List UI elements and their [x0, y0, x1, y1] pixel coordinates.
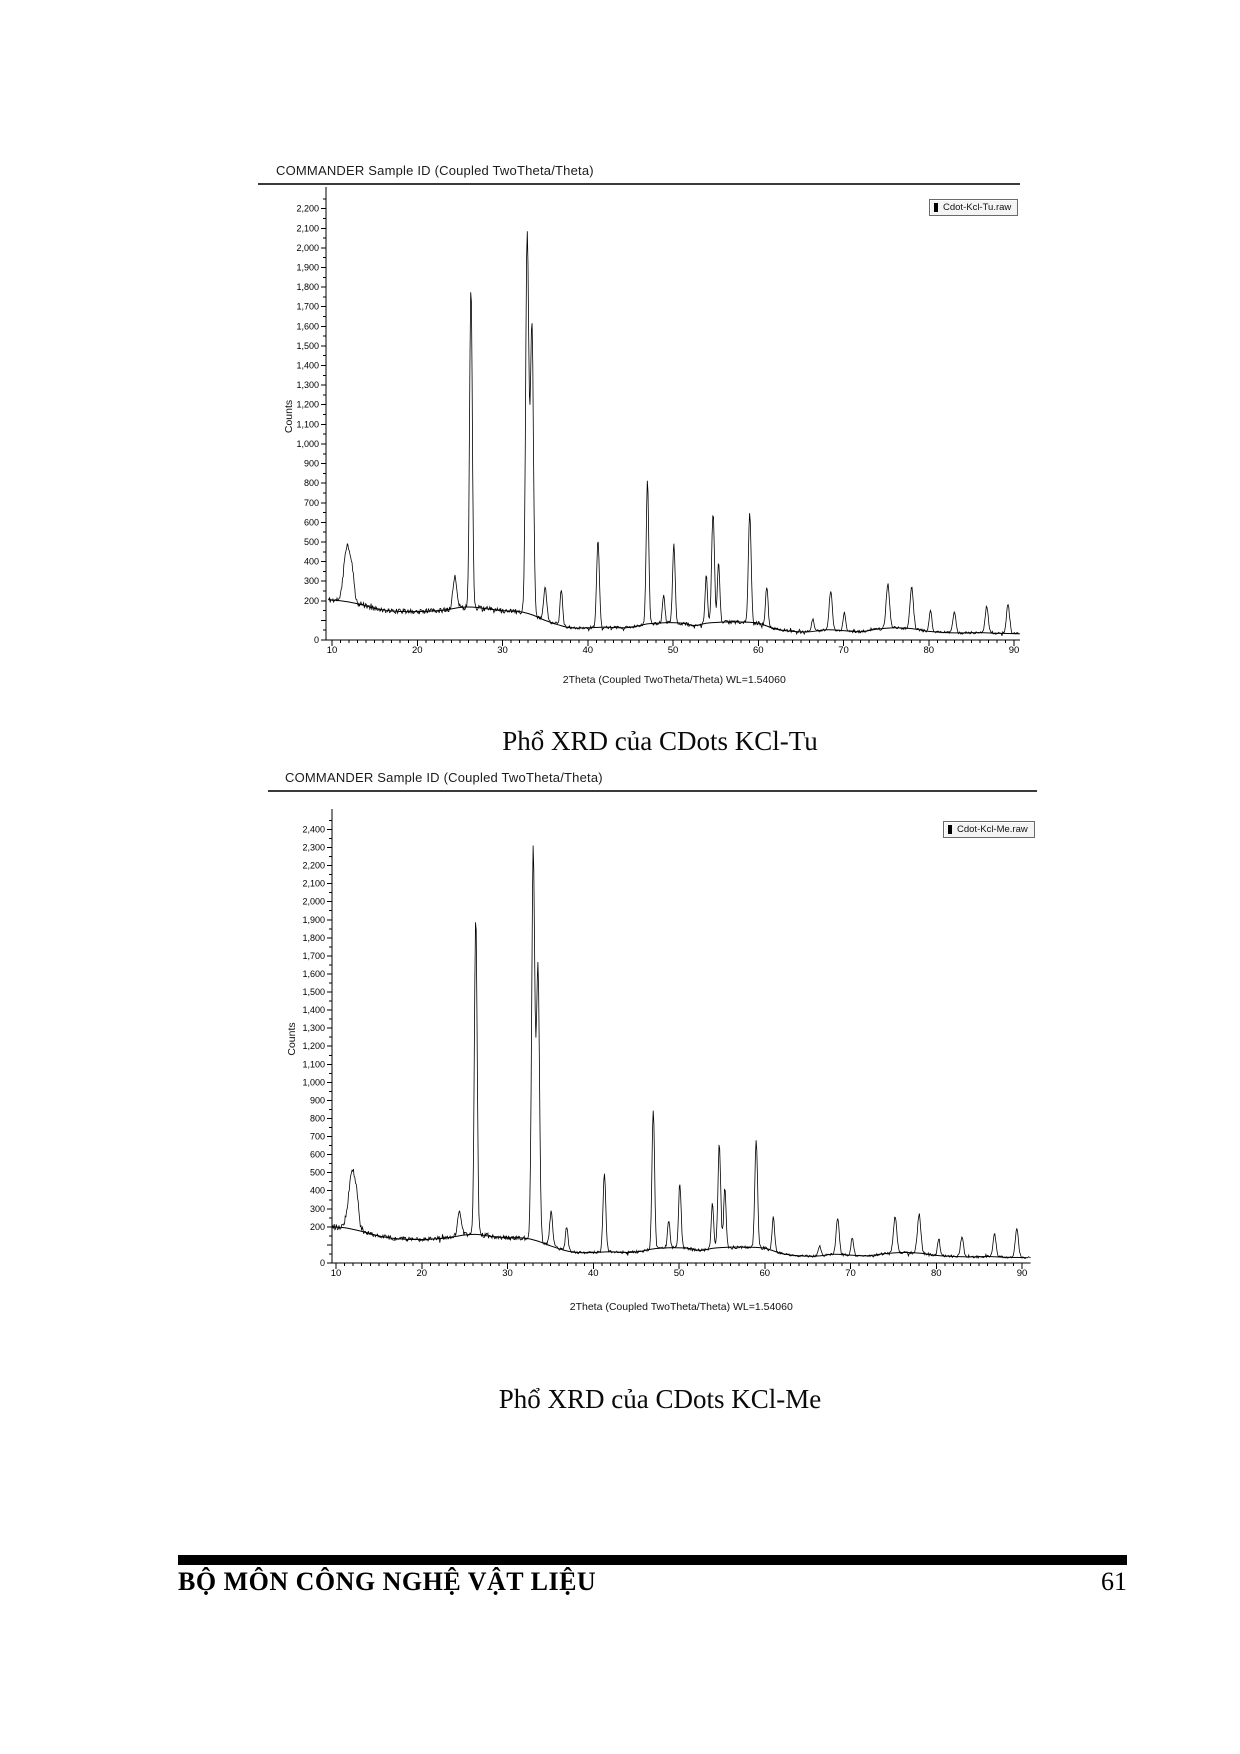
- background-curve: [328, 599, 1019, 635]
- x-axis-tick-label: 10: [331, 1268, 342, 1279]
- y-axis-tick-label: 1,400: [296, 361, 319, 371]
- x-axis-tick-label: 70: [838, 645, 849, 656]
- x-axis-tick-label: 90: [1009, 645, 1020, 656]
- y-axis-tick-label: 1,900: [302, 915, 325, 925]
- legend-label: Cdot-Kcl-Tu.raw: [943, 202, 1012, 213]
- series-marker-icon: [948, 825, 952, 834]
- figure-caption-kcl-tu: Phổ XRD của CDots KCl-Tu: [502, 726, 818, 756]
- x-axis-tick-label: 70: [845, 1268, 856, 1279]
- y-axis-tick-label: 2,000: [296, 243, 319, 253]
- xrd-trace: [331, 845, 1031, 1259]
- x-axis-tick-label: 10: [327, 645, 338, 656]
- xrd-figure-kcl-tu: COMMANDER Sample ID (Coupled TwoTheta/Th…: [258, 163, 1020, 693]
- figure-caption-kcl-me: Phổ XRD của CDots KCl-Me: [498, 1384, 822, 1414]
- x-axis-tick-label: 60: [760, 1268, 771, 1279]
- footer-rule: [178, 1555, 1127, 1565]
- y-axis-tick-label: 1,100: [302, 1059, 325, 1069]
- y-axis-tick-label: 2,000: [302, 897, 325, 907]
- y-axis-tick-label: 800: [304, 478, 319, 488]
- y-axis-tick-label: 600: [310, 1150, 325, 1160]
- y-axis-tick-label: 1,300: [296, 380, 319, 390]
- y-axis-tick-label: 1,900: [296, 263, 319, 273]
- legend-box: Cdot-Kcl-Me.raw: [943, 821, 1035, 838]
- x-axis-tick-label: 60: [753, 645, 764, 656]
- x-axis-title: 2Theta (Coupled TwoTheta/Theta) WL=1.540…: [563, 674, 786, 686]
- y-axis-tick-label: 700: [310, 1132, 325, 1142]
- xrd-plot-kcl-me: 0 200 300 400 500 600 700 800 900 1,000 1,100 1,200…: [286, 809, 1031, 1313]
- y-axis-tick-label: 900: [304, 459, 319, 469]
- x-axis-tick-label: 30: [502, 1268, 513, 1279]
- y-axis-tick-label: 200: [304, 596, 319, 606]
- y-axis-title: Counts: [286, 1022, 298, 1055]
- x-axis-tick-label: 20: [417, 1268, 428, 1279]
- y-axis-tick-label: 1,800: [302, 933, 325, 943]
- y-axis-ticks: 0 200 300 400 500 600 700 800 900 1,000 1,100 1,200…: [302, 819, 332, 1268]
- x-axis-tick-label: 90: [1017, 1268, 1028, 1279]
- y-axis-tick-label: 500: [310, 1168, 325, 1178]
- y-axis-tick-label: 800: [310, 1114, 325, 1124]
- y-axis-tick-label: 0: [320, 1258, 325, 1268]
- x-axis-tick-label: 40: [583, 645, 594, 656]
- x-axis-tick-label: 40: [588, 1268, 599, 1279]
- y-axis-tick-label: 1,000: [302, 1077, 325, 1087]
- y-axis-tick-label: 300: [310, 1204, 325, 1214]
- y-axis-tick-label: 400: [310, 1186, 325, 1196]
- y-axis-ticks: 0 200 300 400 500 600 700 800 900 1,000 1,100 1,200…: [296, 198, 326, 645]
- x-axis-tick-label: 20: [412, 645, 423, 656]
- legend-box: Cdot-Kcl-Tu.raw: [929, 199, 1019, 216]
- x-axis-tick-label: 50: [674, 1268, 685, 1279]
- y-axis-tick-label: 2,100: [296, 223, 319, 233]
- footer-department: BỘ MÔN CÔNG NGHỆ VẬT LIỆU: [178, 1567, 597, 1596]
- page-footer: BỘ MÔN CÔNG NGHỆ VẬT LIỆU 61: [178, 1567, 1127, 1597]
- y-axis-tick-label: 1,300: [302, 1023, 325, 1033]
- x-axis-tick-label: 80: [931, 1268, 942, 1279]
- y-axis-tick-label: 1,000: [296, 439, 319, 449]
- y-axis-title: Counts: [283, 400, 295, 433]
- xrd-figure-kcl-me: COMMANDER Sample ID (Coupled TwoTheta/Th…: [268, 770, 1037, 1330]
- x-axis-tick-label: 30: [497, 645, 508, 656]
- y-axis-tick-label: 2,300: [302, 843, 325, 853]
- x-axis-tick-label: 80: [924, 645, 935, 656]
- x-axis-ticks: 10 20 30 40 50 60 70 80 90: [331, 1263, 1028, 1279]
- y-axis-tick-label: 2,100: [302, 879, 325, 889]
- y-axis-tick-label: 400: [304, 557, 319, 567]
- y-axis-tick-label: 1,500: [296, 341, 319, 351]
- y-axis-tick-label: 700: [304, 498, 319, 508]
- y-axis-tick-label: 1,800: [296, 282, 319, 292]
- y-axis-tick-label: 1,700: [302, 951, 325, 961]
- y-axis-tick-label: 1,200: [302, 1041, 325, 1051]
- y-axis-tick-label: 1,600: [296, 321, 319, 331]
- xrd-trace: [327, 231, 1020, 637]
- page-number: 61: [1101, 1567, 1127, 1596]
- x-axis-title: 2Theta (Coupled TwoTheta/Theta) WL=1.540…: [570, 1301, 793, 1313]
- y-axis-tick-label: 0: [314, 635, 319, 645]
- y-axis-tick-label: 1,600: [302, 969, 325, 979]
- y-axis-tick-label: 1,500: [302, 987, 325, 997]
- y-axis-tick-label: 900: [310, 1095, 325, 1105]
- y-axis-tick-label: 2,200: [296, 204, 319, 214]
- y-axis-tick-label: 1,400: [302, 1005, 325, 1015]
- y-axis-tick-label: 1,100: [296, 419, 319, 429]
- y-axis-tick-label: 200: [310, 1222, 325, 1232]
- background-curve: [332, 1226, 1027, 1259]
- x-axis-tick-label: 50: [668, 645, 679, 656]
- x-axis-ticks: 10 20 30 40 50 60 70 80 90: [327, 640, 1020, 656]
- y-axis-tick-label: 2,200: [302, 861, 325, 871]
- y-axis-tick-label: 1,200: [296, 400, 319, 410]
- xrd-plot-kcl-tu: 0 200 300 400 500 600 700 800 900 1,000 1,100 1,200…: [283, 187, 1020, 686]
- y-axis-tick-label: 2,400: [302, 825, 325, 835]
- y-axis-tick-label: 600: [304, 517, 319, 527]
- legend-label: Cdot-Kcl-Me.raw: [957, 824, 1028, 835]
- y-axis-tick-label: 500: [304, 537, 319, 547]
- y-axis-tick-label: 300: [304, 576, 319, 586]
- chart-title: COMMANDER Sample ID (Coupled TwoTheta/Th…: [258, 163, 1020, 185]
- series-marker-icon: [934, 203, 938, 212]
- chart-title: COMMANDER Sample ID (Coupled TwoTheta/Th…: [268, 770, 1037, 792]
- y-axis-tick-label: 1,700: [296, 302, 319, 312]
